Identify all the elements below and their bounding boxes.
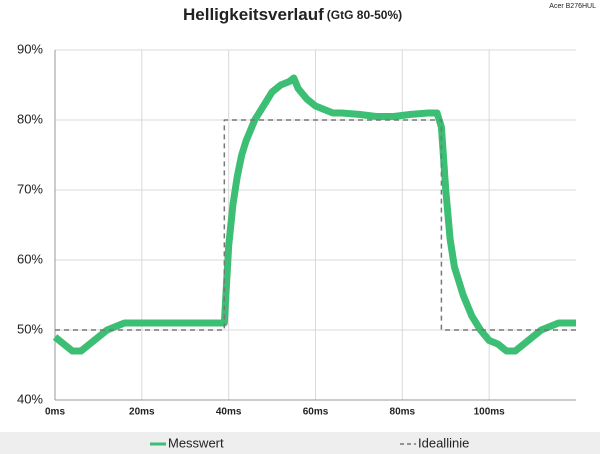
x-tick-label: 60ms xyxy=(303,407,329,418)
title: Helligkeitsverlauf xyxy=(183,5,324,24)
subtitle: (GtG 80-50%) xyxy=(327,8,402,22)
chart-title: Helligkeitsverlauf (GtG 80-50%) xyxy=(183,5,402,24)
x-tick-label: 100ms xyxy=(474,407,506,418)
y-tick-label: 80% xyxy=(17,111,43,126)
y-tick-label: 40% xyxy=(17,391,43,406)
x-tick-label: 20ms xyxy=(129,407,155,418)
y-tick-label: 60% xyxy=(17,251,43,266)
series-line xyxy=(55,119,576,331)
legend-label: Messwert xyxy=(168,435,224,450)
y-tick-label: 70% xyxy=(17,181,43,196)
annotation: Acer B276HUL xyxy=(549,3,596,10)
x-tick-label: 40ms xyxy=(216,407,242,418)
legend-label: Ideallinie xyxy=(418,435,469,450)
legend-band xyxy=(0,432,600,454)
x-tick-label: 80ms xyxy=(390,407,416,418)
series-line xyxy=(52,74,576,355)
x-tick-label: 0ms xyxy=(45,407,65,418)
y-tick-label: 50% xyxy=(17,321,43,336)
y-tick-label: 90% xyxy=(17,41,43,56)
